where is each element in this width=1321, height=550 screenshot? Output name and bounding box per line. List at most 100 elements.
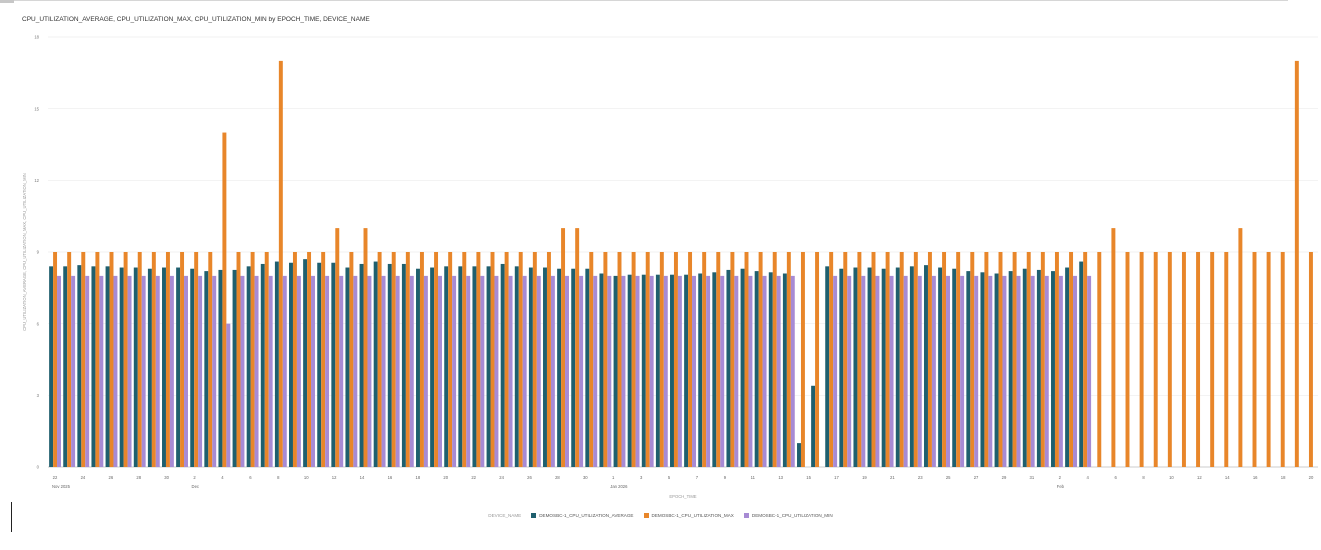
x-tick-label: 22 (53, 475, 58, 480)
bar (867, 267, 872, 467)
bar (800, 252, 805, 467)
x-tick-label: 25 (946, 475, 951, 480)
bar (970, 252, 975, 467)
bar (712, 272, 717, 467)
bar (1002, 275, 1007, 467)
x-tick-label: 26 (527, 475, 532, 480)
bar (321, 252, 326, 467)
x-tick-label: 10 (304, 475, 309, 480)
bar (260, 263, 265, 467)
y-tick-label: 15 (34, 106, 39, 111)
x-tick-label: 11 (751, 475, 756, 480)
x-tick-month-label: Dec (192, 484, 199, 489)
x-tick-label: 9 (724, 475, 727, 480)
bar (1069, 252, 1074, 467)
bar (1181, 252, 1186, 467)
bar (395, 275, 400, 467)
top-divider-accent (0, 0, 14, 3)
x-tick-label: 2 (193, 475, 196, 480)
bar (472, 266, 477, 467)
bar (557, 268, 562, 467)
chart-legend: DEVICE_NAME DEMOSBC-1_CPU_UTILIZATION_AV… (0, 513, 1321, 518)
y-tick-label: 3 (37, 393, 40, 398)
x-axis-label: EPOCH_TIME (669, 494, 696, 499)
bar (1083, 252, 1088, 467)
bar (599, 273, 604, 467)
bar (952, 268, 957, 467)
legend-item-max[interactable]: DEMOSBC-1_CPU_UTILIZATION_MAX (643, 513, 734, 518)
bar (565, 275, 569, 467)
bar (236, 252, 241, 467)
bar (927, 252, 932, 467)
x-tick-label: 22 (471, 475, 476, 480)
bar (613, 275, 618, 467)
bar (282, 275, 287, 467)
bar (339, 275, 344, 467)
bar (1087, 275, 1092, 467)
bar (105, 266, 110, 467)
bar (1210, 252, 1215, 467)
bar (561, 228, 566, 467)
x-tick-label: 23 (918, 475, 923, 480)
bar (938, 267, 943, 467)
bar (758, 252, 763, 467)
bar (861, 275, 866, 467)
bar (754, 271, 759, 467)
x-tick-label: 30 (164, 475, 169, 480)
bar (956, 252, 961, 467)
bar (833, 275, 838, 467)
bar (504, 252, 509, 467)
bar (1111, 228, 1116, 467)
x-tick-month-label: Nov 2025 (52, 484, 71, 489)
bar (409, 275, 414, 467)
bar (434, 252, 439, 467)
bar (1266, 252, 1271, 467)
y-tick-label: 18 (34, 35, 39, 40)
bar (289, 262, 293, 467)
legend-label-min: DEMOSBC-1_CPU_UTILIZATION_MIN (751, 513, 833, 518)
bar (536, 275, 541, 467)
bar (518, 252, 523, 467)
bar (617, 252, 622, 467)
bar (480, 275, 485, 467)
bar (1073, 275, 1077, 467)
bar (444, 266, 449, 467)
bar (1308, 252, 1313, 467)
x-tick-label: 24 (499, 475, 504, 480)
bar (522, 275, 527, 467)
bar (95, 252, 100, 467)
x-tick-label: 12 (1197, 475, 1202, 480)
bar (208, 252, 213, 467)
legend-item-min[interactable]: DEMOSBC-1_CPU_UTILIZATION_MIN (743, 513, 833, 518)
bar (706, 275, 711, 467)
bar (500, 263, 505, 467)
x-tick-label: 20 (443, 475, 448, 480)
bar (550, 275, 555, 467)
bar (377, 252, 382, 467)
bar (331, 262, 336, 467)
bar (367, 275, 372, 467)
bar (546, 252, 551, 467)
bar (423, 275, 428, 467)
bar (984, 252, 989, 467)
bar (268, 275, 273, 467)
legend-item-average[interactable]: DEMOSBC-1_CPU_UTILIZATION_AVERAGE (531, 513, 634, 518)
bar (57, 275, 61, 467)
bar (889, 275, 894, 467)
bar (797, 443, 801, 467)
bar (589, 252, 594, 467)
bar (155, 275, 160, 467)
x-tick-label: 8 (277, 475, 280, 480)
bar (579, 275, 584, 467)
bar (274, 261, 279, 467)
y-tick-label: 12 (34, 178, 39, 183)
bar (405, 252, 410, 467)
bar (494, 275, 499, 467)
bar (452, 275, 457, 467)
bar (670, 274, 674, 467)
bar (734, 275, 739, 467)
bar (1054, 252, 1059, 467)
bar (218, 269, 223, 467)
x-tick-month-label: Jan 2026 (610, 484, 628, 489)
